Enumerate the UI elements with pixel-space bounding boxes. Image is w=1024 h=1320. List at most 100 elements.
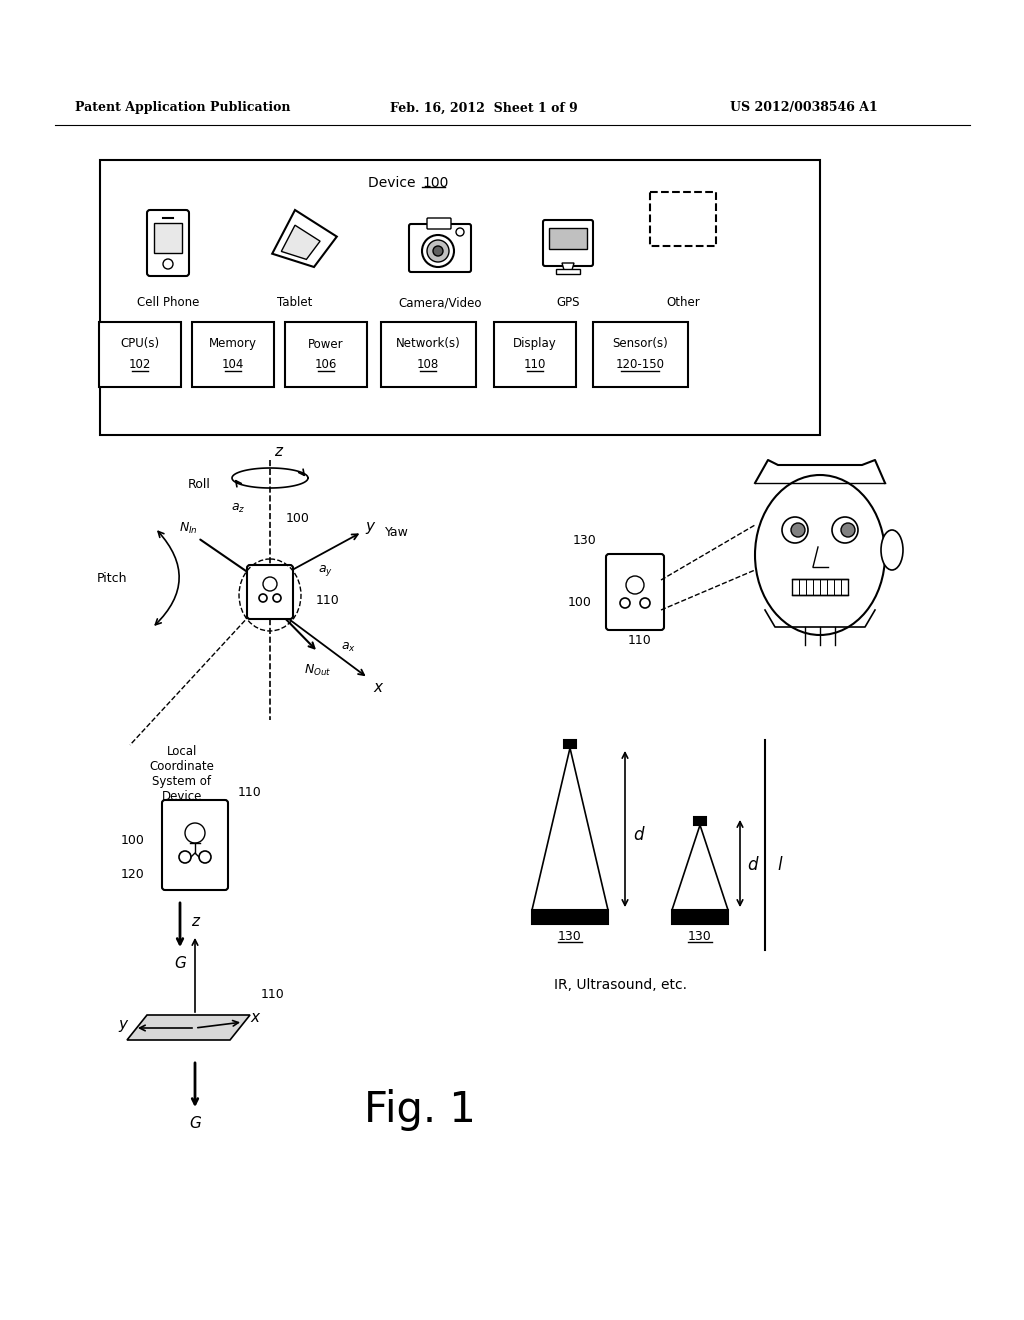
Text: Feb. 16, 2012  Sheet 1 of 9: Feb. 16, 2012 Sheet 1 of 9 [390,102,578,115]
Text: Patent Application Publication: Patent Application Publication [75,102,291,115]
Text: Device: Device [368,176,420,190]
Circle shape [427,240,449,261]
Text: y: y [366,519,375,533]
Circle shape [422,235,454,267]
Polygon shape [562,263,574,271]
Bar [672,909,728,924]
Bar [694,817,706,825]
Text: 110: 110 [628,634,652,647]
Circle shape [626,576,644,594]
Bar [99,322,181,387]
Text: z: z [274,445,282,459]
Text: 102: 102 [129,359,152,371]
Ellipse shape [755,475,885,635]
Text: Pitch: Pitch [96,572,127,585]
Circle shape [179,851,191,863]
Circle shape [259,594,267,602]
Circle shape [841,523,855,537]
Text: Memory: Memory [209,338,257,351]
Circle shape [831,517,858,543]
FancyBboxPatch shape [606,554,664,630]
Polygon shape [282,226,321,260]
Text: CPU(s): CPU(s) [121,338,160,351]
Bar [549,228,587,249]
Text: 104: 104 [222,359,244,371]
Text: d: d [633,826,643,843]
Text: Roll: Roll [188,479,211,491]
Text: 120: 120 [121,869,144,882]
Circle shape [456,228,464,236]
Bar [285,322,367,387]
Bar [494,322,575,387]
Circle shape [185,822,205,843]
Text: $a_y$: $a_y$ [317,562,333,578]
Bar [154,223,182,253]
FancyBboxPatch shape [247,565,293,619]
Text: x: x [374,680,383,694]
Text: Power: Power [308,338,344,351]
Bar [792,579,848,595]
Text: $a_x$: $a_x$ [341,640,355,653]
Text: $N_{In}$: $N_{In}$ [178,520,198,536]
Text: Camera/Video: Camera/Video [398,297,481,309]
FancyBboxPatch shape [427,218,451,228]
Text: G: G [174,956,186,970]
Circle shape [263,577,278,591]
Ellipse shape [881,531,903,570]
Text: 110: 110 [524,359,546,371]
Text: Yaw: Yaw [385,525,409,539]
Bar [100,160,820,436]
FancyBboxPatch shape [543,220,593,267]
Circle shape [433,246,443,256]
Text: 106: 106 [314,359,337,371]
Text: Cell Phone: Cell Phone [137,297,200,309]
Text: Other: Other [667,297,699,309]
Text: 100: 100 [121,833,145,846]
FancyBboxPatch shape [162,800,228,890]
Bar [381,322,476,387]
Bar [650,191,716,246]
Text: 108: 108 [417,359,439,371]
Text: $N_{Out}$: $N_{Out}$ [304,663,332,677]
Circle shape [199,851,211,863]
Text: Sensor(s): Sensor(s) [612,338,668,351]
Text: Tablet: Tablet [278,297,312,309]
FancyBboxPatch shape [409,224,471,272]
Text: 110: 110 [316,594,340,606]
Polygon shape [272,210,337,267]
Text: Display: Display [513,338,557,351]
Text: 110: 110 [261,989,285,1002]
Text: z: z [191,915,199,929]
Text: 100: 100 [568,597,592,610]
Text: 100: 100 [422,176,449,190]
Circle shape [620,598,630,609]
Text: 100: 100 [286,511,310,524]
Text: 120-150: 120-150 [615,359,665,371]
Text: 130: 130 [558,931,582,944]
Bar [564,741,575,748]
Text: $a_z$: $a_z$ [230,502,245,515]
Text: Fig. 1: Fig. 1 [365,1089,476,1131]
Circle shape [782,517,808,543]
Text: 130: 130 [573,533,597,546]
Polygon shape [127,1015,250,1040]
Text: x: x [251,1011,259,1026]
Text: G: G [189,1115,201,1130]
Circle shape [791,523,805,537]
Text: d: d [746,855,758,874]
Text: l: l [777,855,782,874]
Text: Local
Coordinate
System of
Device: Local Coordinate System of Device [150,744,214,803]
Text: 130: 130 [688,931,712,944]
Bar [556,269,580,275]
Text: GPS: GPS [556,297,580,309]
Text: Network(s): Network(s) [395,338,461,351]
Circle shape [640,598,650,609]
FancyBboxPatch shape [147,210,189,276]
Bar [593,322,688,387]
Text: 110: 110 [239,787,262,800]
Bar [193,322,274,387]
Circle shape [273,594,281,602]
Text: y: y [119,1016,128,1031]
Text: IR, Ultrasound, etc.: IR, Ultrasound, etc. [554,978,686,993]
Text: US 2012/0038546 A1: US 2012/0038546 A1 [730,102,878,115]
